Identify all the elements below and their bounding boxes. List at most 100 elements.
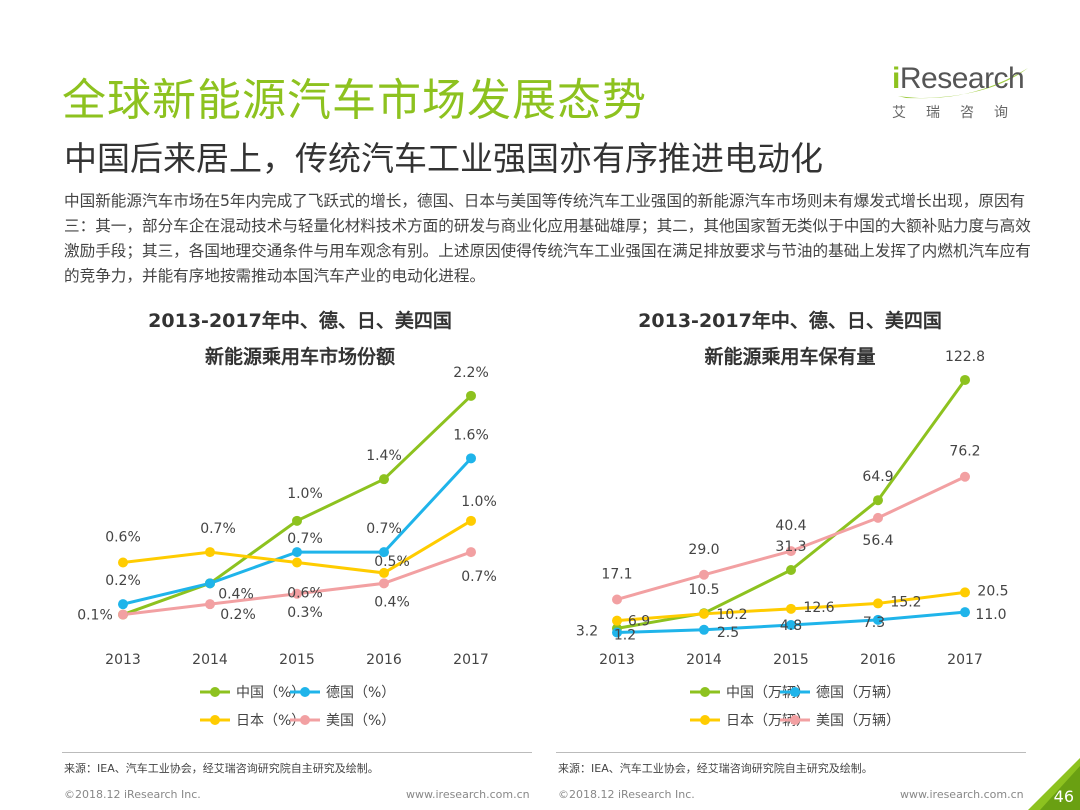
x-tick-label: 2017: [947, 652, 983, 668]
logo-wordmark: iResearch: [892, 62, 1025, 96]
data-label: 7.3: [863, 615, 885, 631]
data-label: 2.2%: [453, 365, 489, 381]
data-point: [205, 578, 215, 589]
data-point: [960, 607, 970, 618]
data-point: [786, 564, 796, 575]
data-point: [466, 547, 476, 558]
data-label: 76.2: [949, 444, 980, 460]
footer-divider: [556, 752, 1026, 753]
legend-label: 中国（%）: [236, 685, 305, 701]
copyright: ©2018.12 iResearch Inc.: [64, 788, 201, 801]
website: www.iresearch.com.cn: [406, 788, 530, 801]
data-point: [960, 587, 970, 598]
data-point: [379, 474, 389, 485]
legend-marker: [790, 715, 800, 725]
data-point: [205, 547, 215, 558]
data-point: [786, 546, 796, 557]
data-label: 11.0: [975, 607, 1006, 623]
footer-divider: [62, 752, 532, 753]
data-label: 3.2: [576, 623, 598, 639]
data-label: 4.8: [780, 618, 802, 634]
data-label: 0.4%: [218, 586, 254, 602]
logo-i: i: [892, 62, 900, 95]
legend-marker: [700, 687, 710, 697]
data-label: 1.0%: [461, 494, 497, 510]
legend-label: 日本（%）: [236, 713, 305, 729]
data-label: 0.6%: [105, 530, 141, 546]
data-point: [786, 603, 796, 614]
data-point: [786, 620, 796, 631]
data-point: [379, 578, 389, 589]
chart-title: 2013-2017年中、德、日、美四国: [638, 310, 942, 332]
legend-label: 美国（万辆）: [816, 713, 900, 729]
series-line: [122, 394, 473, 616]
chart-subtitle: 新能源乘用车市场份额: [204, 346, 395, 368]
data-point: [466, 453, 476, 464]
legend-marker: [300, 687, 310, 697]
ownership-plot: 2013 2014 2015 2016 2017 3.2 10.5 31.3 64.9 122.8…: [576, 349, 1009, 729]
x-tick-label: 2017: [453, 652, 489, 668]
legend-label: 日本（万辆）: [726, 713, 810, 729]
x-tick-label: 2015: [773, 652, 809, 668]
data-label: 1.0%: [287, 486, 323, 502]
data-label: 0.1%: [77, 608, 113, 624]
series-line: [616, 379, 967, 630]
legend-marker: [210, 687, 220, 697]
market-share-plot: 2013 2014 2015 2016 2017 0.1% 0.4% 1.0% 1.4% 2.2%…: [77, 365, 497, 729]
data-label: 64.9: [862, 469, 893, 485]
data-point: [292, 588, 302, 599]
source-note: 来源：IEA、汽车工业协会，经艾瑞咨询研究院自主研究及绘制。: [558, 762, 873, 775]
legend-marker: [790, 687, 800, 697]
data-point: [960, 471, 970, 482]
data-label: 0.4%: [374, 594, 410, 610]
data-label: 0.7%: [366, 521, 402, 537]
data-label: 0.3%: [287, 605, 323, 621]
legend-marker: [210, 715, 220, 725]
data-point: [379, 567, 389, 578]
data-point: [466, 515, 476, 526]
data-label: 0.6%: [287, 586, 323, 602]
data-point: [612, 594, 622, 605]
logo-chinese-name: 艾瑞咨询: [892, 105, 1028, 121]
data-label: 20.5: [977, 583, 1008, 599]
data-label: 0.2%: [105, 573, 141, 589]
x-tick-label: 2013: [599, 652, 635, 668]
data-label: 6.9: [628, 614, 650, 630]
data-point: [699, 624, 709, 635]
data-label: 0.7%: [461, 569, 497, 585]
data-point: [118, 599, 128, 610]
data-point: [292, 515, 302, 526]
page-title: 全球新能源汽车市场发展态势: [62, 75, 647, 126]
data-label: 0.2%: [220, 607, 256, 623]
data-label: 2.5: [717, 625, 739, 641]
x-tick-label: 2014: [192, 652, 228, 668]
data-point: [960, 374, 970, 385]
data-label: 0.7%: [287, 531, 323, 547]
data-point: [466, 390, 476, 401]
data-point: [292, 557, 302, 568]
data-label: 10.5: [688, 582, 719, 598]
data-label: 12.6: [803, 600, 834, 616]
x-tick-label: 2013: [105, 652, 141, 668]
data-label: 1.4%: [366, 448, 402, 464]
legend-label: 德国（%）: [326, 685, 395, 701]
data-label: 10.2: [716, 607, 747, 623]
data-point: [292, 547, 302, 558]
data-label: 0.5%: [374, 554, 410, 570]
data-point: [612, 627, 622, 638]
data-point: [873, 495, 883, 506]
data-point: [379, 547, 389, 558]
chart-subtitle: 新能源乘用车保有量: [704, 346, 876, 368]
data-label: 0.7%: [200, 521, 236, 537]
copyright: ©2018.12 iResearch Inc.: [558, 788, 695, 801]
data-label: 1.6%: [453, 427, 489, 443]
x-tick-label: 2016: [860, 652, 896, 668]
legend-marker: [300, 715, 310, 725]
legend-marker: [700, 715, 710, 725]
data-label: 56.4: [862, 533, 893, 549]
page-subtitle: 中国后来居上，传统汽车工业强国亦有序推进电动化: [64, 139, 823, 178]
website: www.iresearch.com.cn: [900, 788, 1024, 801]
data-label: 31.3: [775, 539, 806, 555]
corner-decoration-icon: [1028, 758, 1080, 810]
data-label: 1.2: [614, 628, 636, 644]
